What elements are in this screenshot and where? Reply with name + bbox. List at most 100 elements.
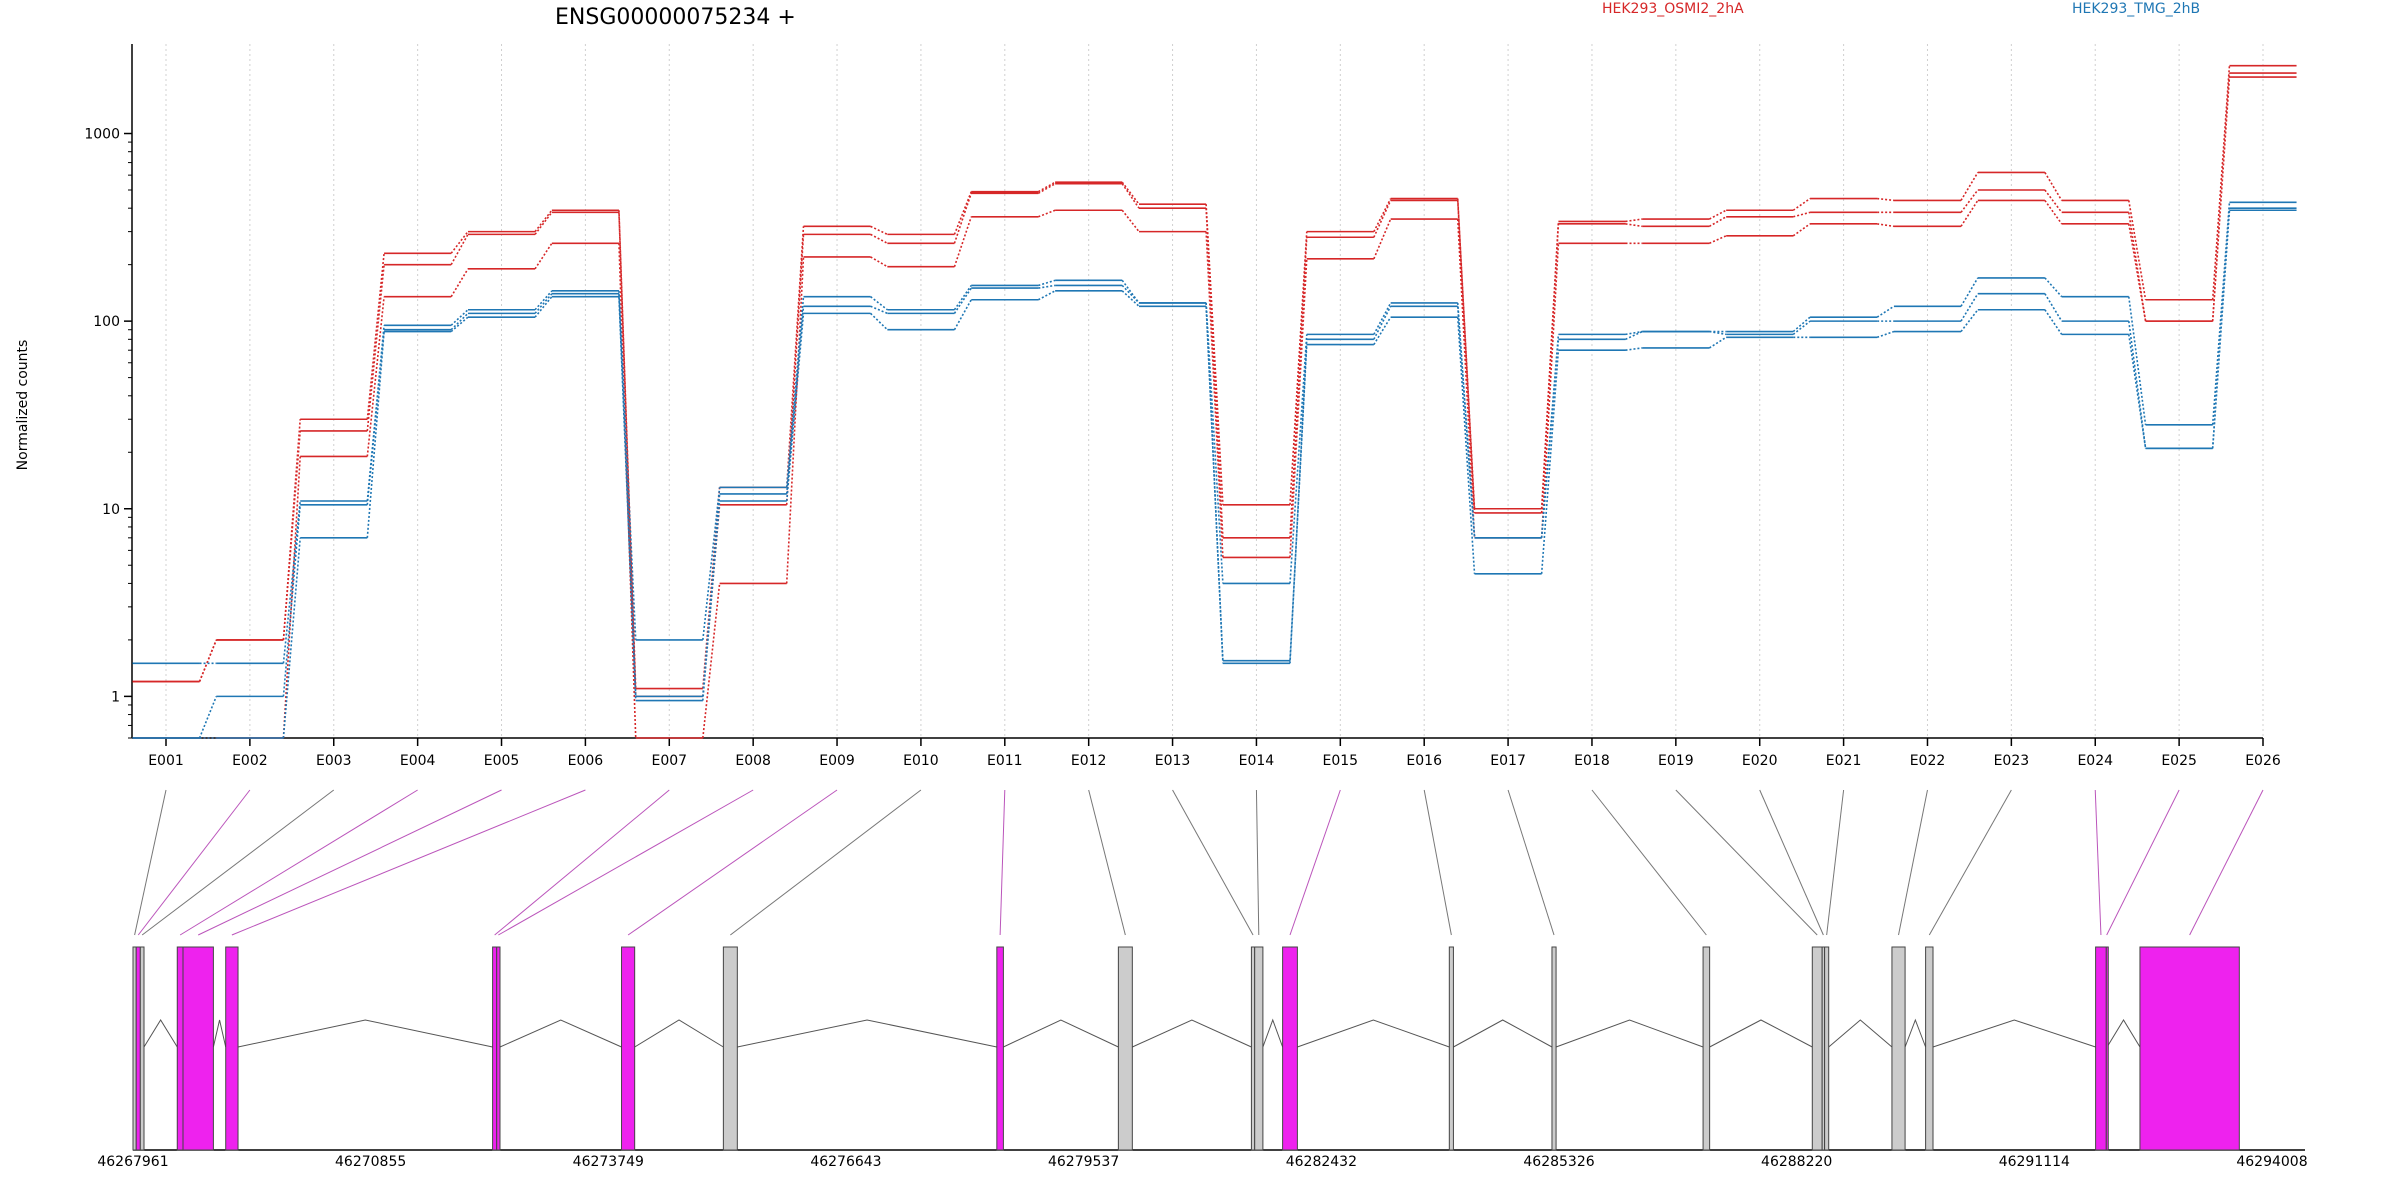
exon-connector [231, 789, 586, 936]
data-connector [282, 430, 302, 640]
data-connector [1456, 200, 1476, 513]
data-connector [2127, 321, 2147, 449]
x-tick-label-e007: E007 [651, 753, 687, 769]
data-connector [2044, 199, 2063, 225]
data-connector [1456, 317, 1476, 574]
exon-box-e025 [2105, 946, 2109, 1151]
data-connector [1373, 218, 1392, 260]
intron-line [2106, 1019, 2141, 1048]
data-connector [1205, 306, 1224, 661]
intron-line [1297, 1019, 1450, 1048]
exon-box-e026 [2139, 946, 2240, 1151]
exon-connector [2189, 789, 2264, 936]
data-connector [2211, 202, 2231, 425]
data-connector [618, 296, 637, 701]
genomic-coordinate-labels: 46267961 46270855 46273749 46276643 46279537… [97, 1154, 2307, 1170]
data-connector [198, 696, 218, 739]
data-connector [1793, 211, 1811, 218]
x-tick-label-e008: E008 [735, 753, 771, 769]
exon-connector [1255, 789, 1260, 936]
exon-box-e018 [1702, 946, 1711, 1151]
coordinate-label: 46288220 [1761, 1154, 1832, 1170]
y-axis-ticks: 1 10 100 1000 [84, 127, 132, 739]
x-tick-label-e021: E021 [1826, 753, 1862, 769]
exon-box-e014 [1254, 946, 1264, 1151]
exon-box-e002 [135, 946, 141, 1151]
coordinate-label: 46285326 [1523, 1154, 1594, 1170]
data-connector [1625, 347, 1643, 351]
data-connector [953, 191, 972, 235]
data-connector [785, 234, 805, 505]
x-tick-label-e002: E002 [232, 753, 268, 769]
data-connector [953, 284, 972, 311]
data-connector [450, 233, 469, 266]
data-connector [953, 216, 973, 267]
intron-line [737, 1019, 997, 1048]
data-connector [366, 296, 385, 457]
data-connector [1373, 198, 1392, 232]
data-connector [1792, 197, 1811, 211]
data-connector [2211, 210, 2231, 449]
data-connector [1877, 197, 1895, 202]
x-tick-label-e018: E018 [1574, 753, 1610, 769]
data-connector [1289, 258, 1308, 558]
data-connector [1205, 208, 1224, 538]
data-connector [1625, 330, 1643, 336]
legend-entry-tmg: HEK293_TMG_2hB [2072, 1, 2200, 17]
data-connector [1960, 309, 1979, 333]
data-connector [1540, 339, 1560, 538]
exon-connector [494, 789, 670, 936]
data-connector [2128, 212, 2147, 322]
intron-line [499, 1019, 622, 1048]
exon-connector [1759, 789, 1824, 936]
data-connector [618, 243, 637, 739]
x-tick-label-e005: E005 [484, 753, 520, 769]
exon-connector [1088, 789, 1126, 936]
data-connector [1289, 344, 1308, 661]
exon-box-e005 [182, 946, 214, 1151]
coordinate-label: 46282432 [1286, 1154, 1357, 1170]
data-connector [1708, 336, 1727, 349]
data-connector [1876, 330, 1895, 339]
series-line [132, 209, 2297, 739]
data-connector [1121, 290, 1140, 307]
coordinate-label: 46291114 [1999, 1154, 2070, 1170]
data-connector [1709, 330, 1727, 336]
intron-line [1932, 1019, 2096, 1048]
data-connector [2128, 200, 2147, 300]
data-connector [2044, 189, 2063, 213]
exon-connector [137, 789, 251, 936]
data-connector [1121, 209, 1140, 233]
data-connector [366, 253, 385, 420]
exon-connector [1591, 789, 1707, 936]
exon-box-e015 [1282, 946, 1298, 1151]
data-connector [702, 500, 721, 701]
exon-connector [141, 789, 335, 936]
data-connector [618, 212, 637, 697]
data-connector [1960, 172, 1979, 201]
data-connector [534, 211, 553, 235]
data-connector [1289, 334, 1308, 584]
data-connector [702, 487, 721, 640]
x-tick-label-e016: E016 [1406, 753, 1442, 769]
exon-connector [1507, 789, 1555, 936]
y-tick-label: 100 [93, 314, 120, 330]
data-connector [1625, 218, 1643, 223]
data-connector [1708, 216, 1727, 228]
intron-line [634, 1019, 724, 1048]
exon-connector-lines [134, 789, 2264, 936]
data-connector [702, 583, 721, 739]
x-tick-label-e017: E017 [1490, 753, 1526, 769]
exon-box-e011 [996, 946, 1004, 1151]
data-connector [1876, 305, 1895, 318]
intron-line [1453, 1019, 1553, 1048]
data-connector [198, 639, 218, 682]
data-connector [282, 456, 302, 739]
data-connector [2128, 223, 2147, 322]
data-connector [450, 312, 469, 331]
data-connector [1038, 284, 1056, 289]
series-line [132, 76, 2297, 739]
exon-connector [498, 789, 754, 936]
exon-box-e022 [1891, 946, 1906, 1151]
